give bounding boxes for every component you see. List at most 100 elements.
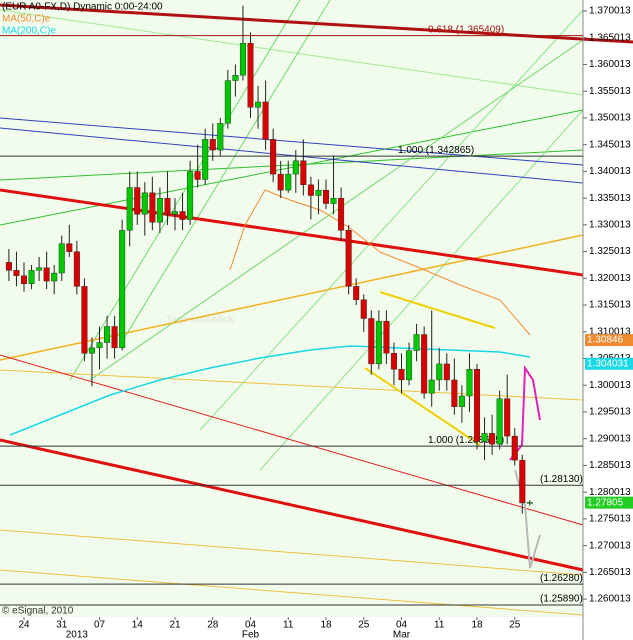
level-label: 1.000 (1.288615)	[428, 435, 504, 446]
candle-body	[119, 230, 126, 349]
candle-body	[383, 320, 390, 354]
candle-body	[458, 395, 465, 407]
candle-body	[5, 262, 12, 271]
candle-body	[81, 286, 88, 354]
x-tick-label: 25	[509, 620, 521, 631]
candle-body	[421, 334, 428, 394]
y-tick-label: 1.330013	[589, 219, 631, 230]
candle-body	[511, 435, 518, 461]
candle-body	[489, 433, 496, 445]
y-tick-label: 1.290013	[589, 433, 631, 444]
watermark: Tagesausblick	[166, 315, 235, 326]
candle-body	[300, 160, 307, 186]
candle-body	[330, 197, 337, 204]
candle-body	[519, 459, 526, 504]
candle-body	[73, 251, 80, 287]
y-tick-label: 1.295013	[589, 407, 631, 418]
candle-body	[134, 187, 141, 215]
x-tick-label: 28	[207, 620, 219, 631]
candle-body	[526, 502, 533, 504]
y-tick-label: 1.360013	[589, 59, 631, 70]
candle-body	[345, 230, 352, 287]
plot-background	[0, 0, 583, 617]
y-tick-label: 1.300013	[589, 380, 631, 391]
candle-body	[28, 270, 35, 284]
candle-body	[111, 326, 118, 349]
x-tick-label: 04	[396, 620, 408, 631]
candle-body	[285, 173, 292, 191]
candle-body	[323, 189, 330, 204]
candle-body	[217, 123, 224, 151]
candle-body	[156, 197, 163, 223]
candle-body	[436, 363, 443, 381]
price-marker	[585, 357, 633, 370]
x-group-label: Mar	[393, 630, 411, 640]
y-tick-label: 1.280013	[589, 487, 631, 498]
candle-body	[247, 42, 254, 108]
candle-body	[307, 184, 314, 196]
candle-body	[141, 192, 148, 215]
candle-body	[428, 379, 435, 394]
candle-body	[239, 42, 246, 76]
candle-body	[202, 139, 209, 180]
candle-body	[232, 75, 239, 81]
x-tick-label: 31	[56, 620, 68, 631]
candle-body	[96, 342, 103, 349]
candle-body	[315, 189, 322, 196]
candle-body	[413, 334, 420, 351]
y-tick-label: 1.310013	[589, 326, 631, 337]
y-tick-label: 1.350013	[589, 113, 631, 124]
candle-body	[353, 286, 360, 300]
price-marker-label: 1.30846	[587, 335, 624, 346]
price-marker-label: 1.27805	[587, 497, 624, 508]
candle-body	[451, 379, 458, 407]
trendlines	[0, 0, 633, 616]
copyright: © eSignal, 2010	[2, 606, 74, 617]
y-tick-label: 1.325013	[589, 246, 631, 257]
candle-body	[474, 369, 481, 442]
x-group-label: Feb	[242, 630, 260, 640]
x-tick-label: 14	[132, 620, 144, 631]
y-tick-label: 1.320013	[589, 273, 631, 284]
candle-body	[179, 211, 186, 220]
legend-entry: MA(50,C)e	[2, 14, 51, 25]
x-tick-label: 11	[434, 620, 445, 631]
y-tick-label: 1.340013	[589, 166, 631, 177]
x-tick-label: 04	[245, 620, 257, 631]
y-tick-label: 1.345013	[589, 139, 631, 150]
candle-body	[88, 347, 95, 354]
candle-body	[443, 363, 450, 381]
x-tick-label: 18	[320, 620, 332, 631]
y-tick-label: 1.260013	[589, 594, 631, 605]
legend-entry: MA(200,C)e	[2, 26, 56, 37]
candle-body	[360, 299, 367, 319]
candle-body	[406, 350, 413, 381]
price-marker	[585, 334, 633, 347]
candle-body	[368, 318, 375, 365]
candle-body	[194, 171, 201, 180]
candle-body	[36, 267, 43, 271]
candle-body	[270, 139, 277, 175]
candle-body	[58, 243, 65, 274]
candle-body	[277, 173, 284, 191]
x-tick-label: 24	[18, 620, 30, 631]
candle-body	[209, 139, 216, 151]
candle-body	[390, 353, 397, 370]
candle-body	[224, 80, 231, 124]
candle-body	[43, 267, 50, 282]
candle-body	[466, 369, 473, 397]
x-tick-label: 07	[94, 620, 106, 631]
candle-body	[262, 101, 269, 140]
candle-body	[338, 197, 345, 231]
candle-body	[481, 433, 488, 442]
y-tick-label: 1.270013	[589, 540, 631, 551]
candle-body	[51, 272, 58, 282]
level-label: (1.25890)	[540, 594, 583, 605]
y-tick-label: 1.335013	[589, 193, 631, 204]
x-tick-label: 18	[471, 620, 483, 631]
x-tick-label: 21	[169, 620, 181, 631]
chart-title: (EUR A0-FX,D) Dynamic 0:00-24:00	[2, 2, 163, 13]
candle-body	[104, 326, 111, 343]
candle-body	[187, 171, 194, 220]
